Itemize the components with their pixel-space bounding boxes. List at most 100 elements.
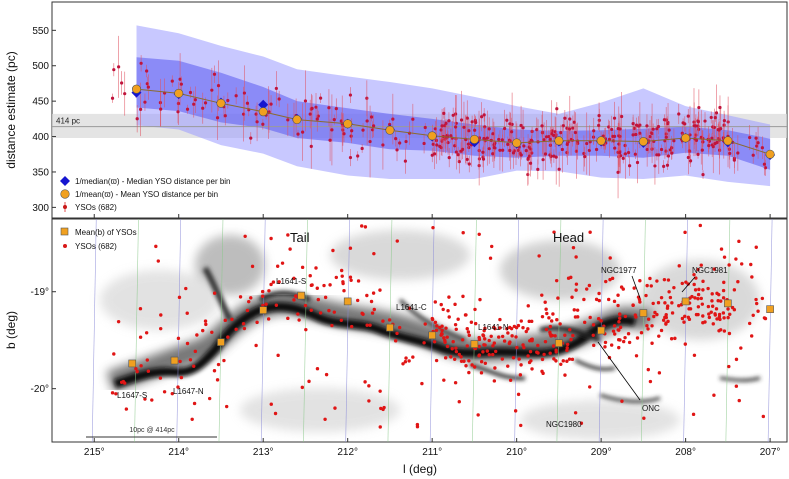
yso-point <box>466 142 471 146</box>
yso-map-point <box>210 330 214 335</box>
yso-map-point <box>365 293 369 298</box>
yso-map-point <box>369 299 374 304</box>
yso-point <box>145 69 149 73</box>
yso-map-point <box>568 328 572 332</box>
yso-point <box>485 136 489 140</box>
yso-point <box>483 125 487 129</box>
yso-map-point <box>526 304 530 308</box>
yso-point <box>631 122 635 126</box>
yso-map-point <box>574 255 578 259</box>
yso-map-point <box>479 371 484 375</box>
yso-map-point <box>269 236 273 241</box>
yso-map-point <box>530 337 534 341</box>
yso-point <box>274 86 278 91</box>
yso-point <box>701 140 705 144</box>
yso-point <box>110 96 115 100</box>
yso-point <box>666 121 670 126</box>
yso-point <box>634 132 638 137</box>
yso-map-point <box>664 313 668 317</box>
yso-map-point <box>467 359 471 363</box>
yso-map-point <box>215 378 220 382</box>
yso-point <box>565 142 569 146</box>
yso-point <box>242 91 247 95</box>
yso-map-point <box>661 318 666 322</box>
yso-map-point <box>694 312 699 317</box>
yso-map-point <box>483 361 488 365</box>
yso-point <box>751 153 755 157</box>
yso-map-point <box>505 327 509 331</box>
yso-point <box>403 159 407 163</box>
yso-map-point <box>381 319 385 323</box>
yso-map-point <box>378 389 382 393</box>
yso-map-point <box>378 425 382 429</box>
x-tick-label: 208° <box>675 447 696 458</box>
yso-point <box>286 118 290 122</box>
yso-map-point <box>315 286 319 290</box>
reference-line-label: 414 pc <box>56 117 80 126</box>
mean-b-marker <box>470 340 479 348</box>
x-tick-label: 214° <box>168 447 189 458</box>
yso-map-point <box>563 373 567 377</box>
yso-point <box>672 139 676 143</box>
yso-map-point <box>620 399 624 403</box>
yso-map-point <box>473 307 477 312</box>
yso-point <box>521 126 525 130</box>
yso-map-point <box>545 311 549 316</box>
yso-map-point <box>457 400 461 404</box>
yso-map-point <box>762 316 767 320</box>
yso-point <box>612 116 617 120</box>
yso-map-point <box>372 307 376 312</box>
yso-map-point <box>571 333 575 338</box>
label-l1647-n: L1647-N <box>173 387 204 396</box>
yso-point <box>659 147 664 152</box>
yso-map-point <box>266 317 271 321</box>
yso-point <box>645 124 649 128</box>
yso-map-point <box>677 264 681 268</box>
yso-point <box>636 124 641 128</box>
yso-point <box>544 135 549 139</box>
grid-line <box>767 219 773 442</box>
yso-map-point <box>135 369 139 374</box>
yso-point <box>203 101 208 105</box>
yso-map-point <box>261 303 265 308</box>
yso-point <box>703 119 707 123</box>
yso-point <box>361 128 365 132</box>
yso-map-point <box>440 328 444 333</box>
yso-map-point <box>188 358 193 362</box>
yso-map-point <box>177 295 182 300</box>
yso-point <box>567 127 572 131</box>
yso-map-point <box>548 324 553 329</box>
yso-map-point <box>594 297 599 302</box>
yso-map-point <box>144 331 149 335</box>
yso-point <box>610 127 614 132</box>
yso-map-point <box>657 334 661 338</box>
yso-map-point <box>616 293 620 297</box>
yso-map-point <box>254 343 258 348</box>
yso-map-point <box>363 225 368 229</box>
yso-map-point <box>575 308 580 312</box>
yso-map-point <box>683 342 688 346</box>
yso-map-point <box>709 310 713 314</box>
yso-point <box>350 129 354 133</box>
yso-map-point <box>121 379 126 384</box>
yso-map-point <box>454 346 458 350</box>
yso-map-point <box>138 335 143 339</box>
yso-map-point <box>407 306 412 310</box>
yso-map-point <box>267 289 271 293</box>
yso-map-point <box>549 319 554 323</box>
yso-map-point <box>721 311 726 315</box>
mean-marker <box>596 136 606 146</box>
yso-map-point <box>459 355 463 359</box>
yso-point <box>482 136 486 141</box>
yso-point <box>365 119 369 123</box>
yso-point <box>714 111 719 115</box>
yso-point <box>756 141 760 145</box>
yso-map-point <box>488 256 493 260</box>
yso-point <box>457 160 461 164</box>
distance-legend: 1/median(ϖ) - Median YSO distance per bi… <box>60 176 231 212</box>
yso-map-point <box>348 246 353 250</box>
yso-point <box>454 150 458 154</box>
yso-map-point <box>492 379 497 383</box>
yso-map-point <box>445 335 449 339</box>
yso-point <box>560 147 564 152</box>
